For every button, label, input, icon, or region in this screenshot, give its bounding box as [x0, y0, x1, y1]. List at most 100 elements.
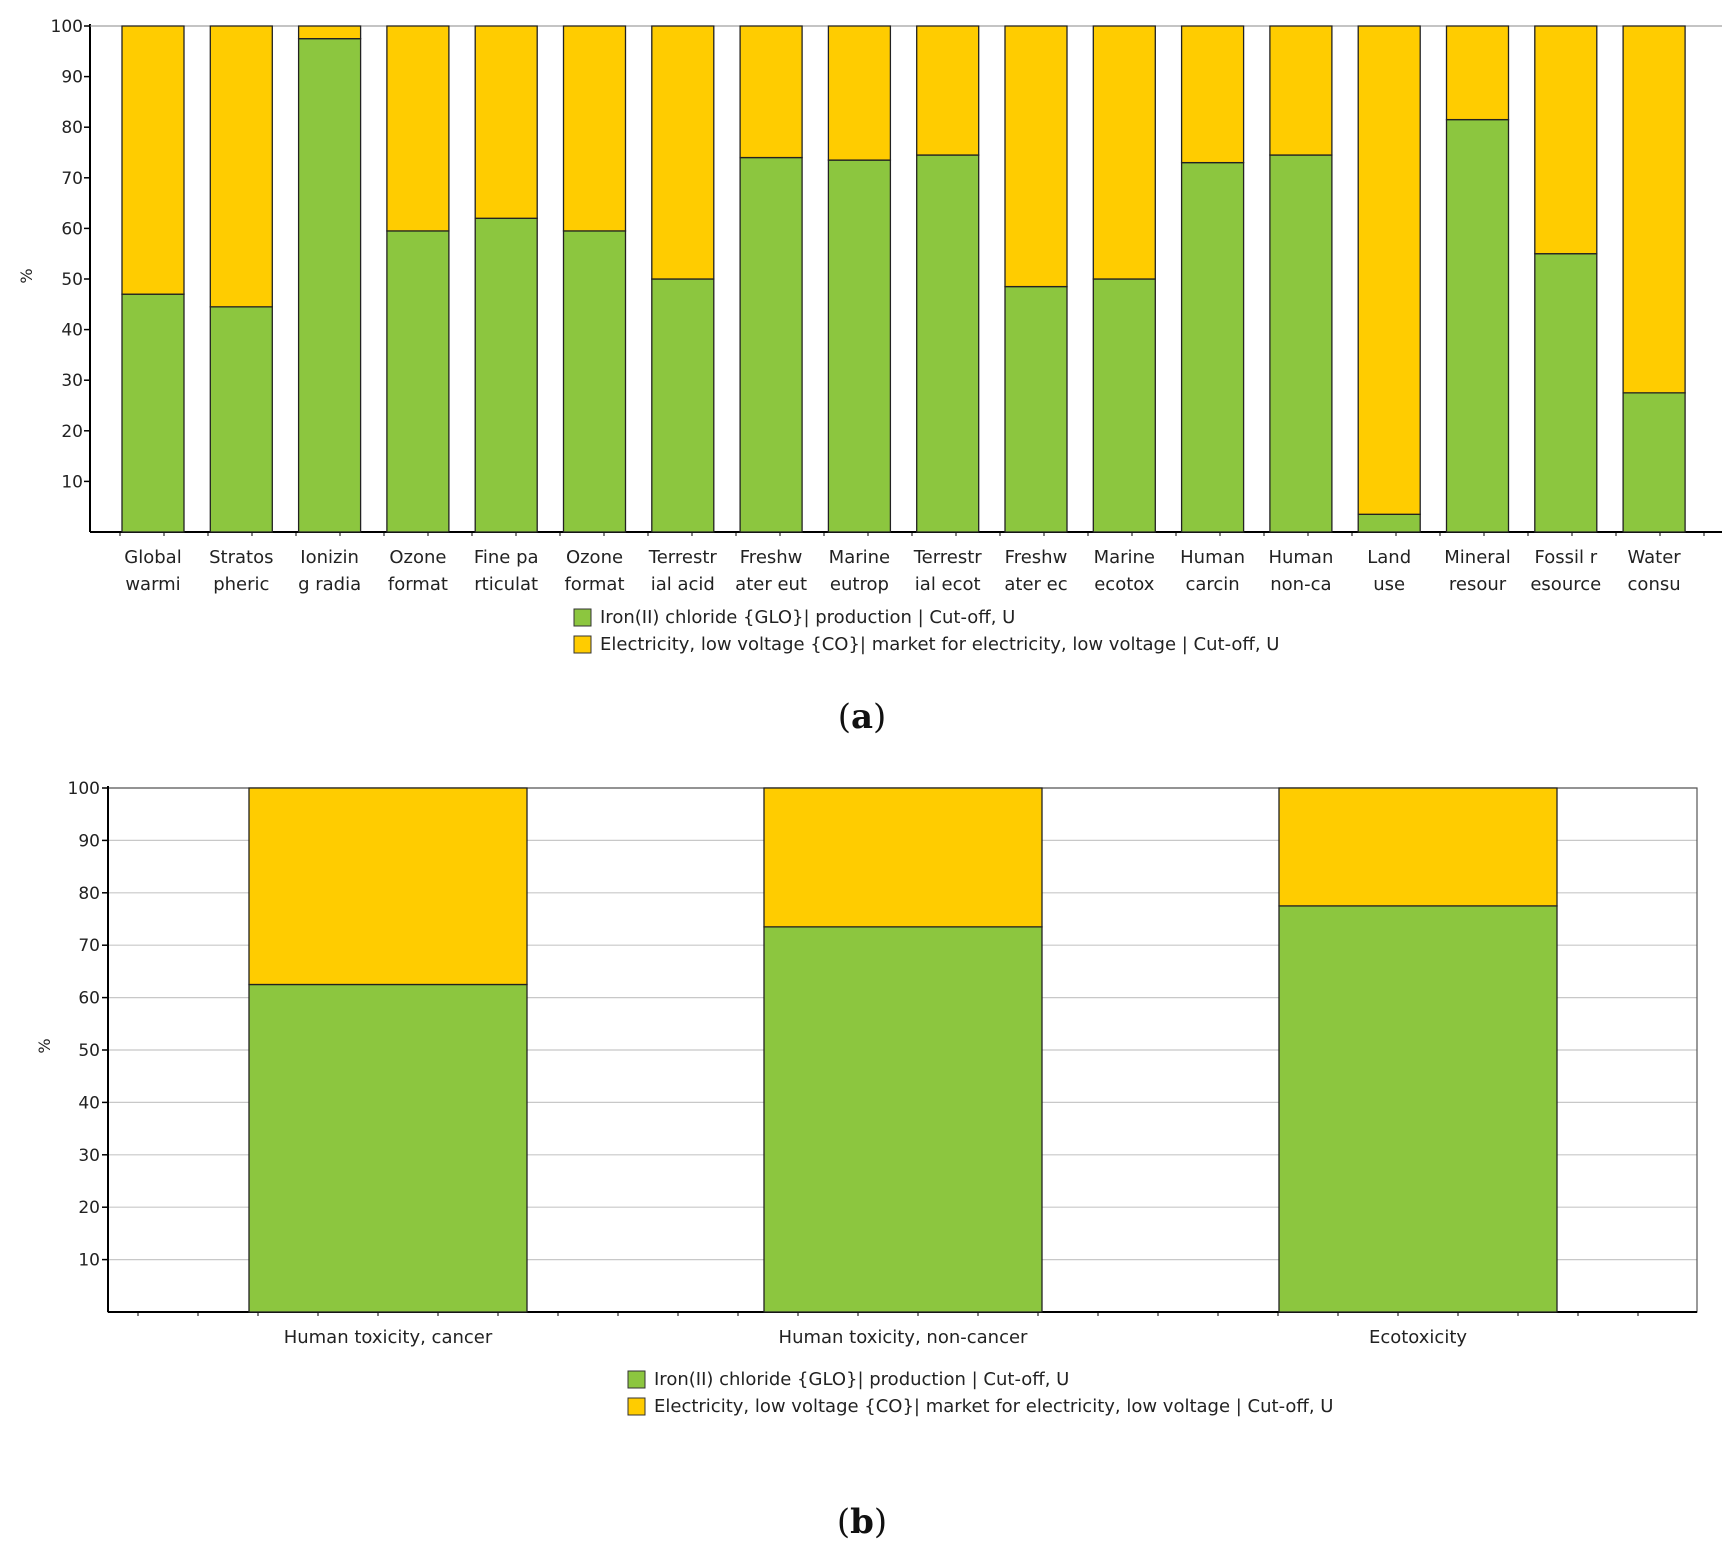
x-category-label: carcin: [1185, 574, 1239, 595]
bar-electricity-1: [209, 25, 273, 308]
bar-electricity-0: [248, 787, 528, 986]
y-tick-label: 20: [61, 422, 83, 442]
bar-iron-chloride-13: [1269, 154, 1333, 533]
bar-iron-chloride-6: [651, 278, 715, 533]
bar-iron-chloride-9: [916, 154, 980, 533]
bar-electricity-15: [1445, 25, 1510, 121]
y-tick-label: 60: [61, 219, 83, 239]
panel-label-letter: b: [850, 1502, 874, 1542]
legend-swatch: [573, 608, 592, 627]
panel-label: (a): [838, 697, 887, 737]
y-axis-label: %: [17, 268, 36, 283]
bar-electricity-16: [1534, 25, 1598, 255]
x-category-label: rticulat: [474, 574, 538, 595]
y-tick-label: 90: [61, 68, 83, 88]
x-category-label: ial acid: [651, 574, 715, 595]
legend-label: Electricity, low voltage {CO}| market fo…: [600, 634, 1279, 655]
bar-iron-chloride-15: [1445, 118, 1510, 533]
panel-label-open: (: [838, 697, 851, 737]
x-category-label: Stratos: [209, 547, 273, 568]
bar-electricity-12: [1180, 25, 1245, 164]
bar-iron-chloride-1: [209, 306, 273, 533]
bar-iron-chloride-8: [827, 159, 892, 533]
panel-label-open: (: [837, 1502, 850, 1542]
bar-electricity-0: [121, 25, 185, 295]
y-tick-label: 10: [78, 1251, 100, 1271]
legend-swatch: [627, 1397, 646, 1416]
bar-iron-chloride-0: [121, 293, 185, 533]
panel-label-close: ): [873, 697, 886, 737]
chart-a: 10 20 30 40 50 60 70 80 90 100% Global warmi Stratos…: [17, 17, 1722, 737]
x-category-label: resour: [1449, 574, 1507, 595]
x-category-label: non-ca: [1270, 574, 1331, 595]
bar-electricity-13: [1269, 25, 1333, 156]
bar-iron-chloride-10: [1004, 285, 1068, 533]
y-axis-label: %: [35, 1038, 54, 1053]
bar-electricity-10: [1004, 25, 1068, 288]
bar-electricity-5: [562, 25, 627, 232]
panel-label-close: ): [874, 1502, 887, 1542]
x-category-label: format: [388, 574, 448, 595]
bar-iron-chloride-5: [562, 230, 627, 533]
x-category-label: Ionizin: [300, 547, 359, 568]
x-category-label: ecotox: [1094, 574, 1155, 595]
y-tick-label: 20: [78, 1198, 100, 1218]
bar-iron-chloride-12: [1180, 161, 1245, 533]
x-category-label: ater eut: [735, 574, 807, 595]
x-category-label: Terrestr: [648, 547, 718, 568]
x-category-label: use: [1373, 574, 1405, 595]
legend-label: Electricity, low voltage {CO}| market fo…: [654, 1396, 1333, 1417]
bar-iron-chloride-11: [1092, 278, 1156, 533]
x-category-label: Marine: [829, 547, 890, 568]
x-category-label: Ecotoxicity: [1369, 1327, 1467, 1348]
x-category-label: format: [564, 574, 624, 595]
x-category-label: eutrop: [830, 574, 889, 595]
x-category-label: g radia: [298, 574, 361, 595]
y-tick-label: 80: [61, 118, 83, 138]
bar-iron-chloride-16: [1534, 253, 1598, 533]
panel-label-letter: a: [851, 697, 873, 737]
bar-electricity-14: [1357, 25, 1421, 515]
x-category-label: Human: [1180, 547, 1245, 568]
y-tick-label: 30: [61, 371, 83, 391]
legend-label: Iron(II) chloride {GLO}| production | Cu…: [600, 607, 1015, 628]
y-tick-label: 50: [61, 270, 83, 290]
x-category-label: Fossil r: [1534, 547, 1597, 568]
x-category-label: warmi: [125, 574, 180, 595]
x-category-label: Fine pa: [474, 547, 539, 568]
bar-iron-chloride-17: [1622, 392, 1686, 533]
x-category-label: Land: [1367, 547, 1411, 568]
bar-iron-chloride-1: [763, 926, 1043, 1313]
y-tick-label: 90: [78, 831, 100, 851]
y-tick-label: 100: [51, 17, 83, 37]
bar-iron-chloride-3: [386, 230, 450, 533]
bar-electricity-1: [763, 787, 1043, 928]
legend-label: Iron(II) chloride {GLO}| production | Cu…: [654, 1369, 1069, 1390]
x-category-label: Freshw: [740, 547, 803, 568]
x-category-label: Terrestr: [913, 547, 983, 568]
x-category-label: ater ec: [1004, 574, 1067, 595]
legend-swatch: [573, 635, 592, 654]
bar-iron-chloride-2: [297, 38, 362, 533]
bar-iron-chloride-7: [739, 156, 803, 533]
y-tick-label: 70: [61, 169, 83, 189]
bar-iron-chloride-2: [1278, 905, 1558, 1313]
x-category-label: pheric: [213, 574, 269, 595]
bar-electricity-17: [1622, 25, 1686, 394]
chart-b: 10 20 30 40 50 60 70 80 90 100% Human toxicity, ca…: [35, 779, 1698, 1542]
x-category-label: Marine: [1094, 547, 1155, 568]
x-category-label: Ozone: [566, 547, 623, 568]
y-tick-label: 40: [61, 321, 83, 341]
bar-electricity-6: [651, 25, 715, 280]
y-tick-label: 30: [78, 1146, 100, 1166]
bar-iron-chloride-14: [1357, 513, 1421, 533]
x-category-label: Human toxicity, cancer: [284, 1327, 493, 1348]
y-tick-label: 80: [78, 884, 100, 904]
bar-iron-chloride-0: [248, 983, 528, 1313]
bar-electricity-2: [297, 25, 362, 40]
x-category-label: ial ecot: [915, 574, 981, 595]
x-category-label: consu: [1628, 574, 1681, 595]
bar-iron-chloride-4: [474, 217, 538, 533]
legend-swatch: [627, 1370, 646, 1389]
